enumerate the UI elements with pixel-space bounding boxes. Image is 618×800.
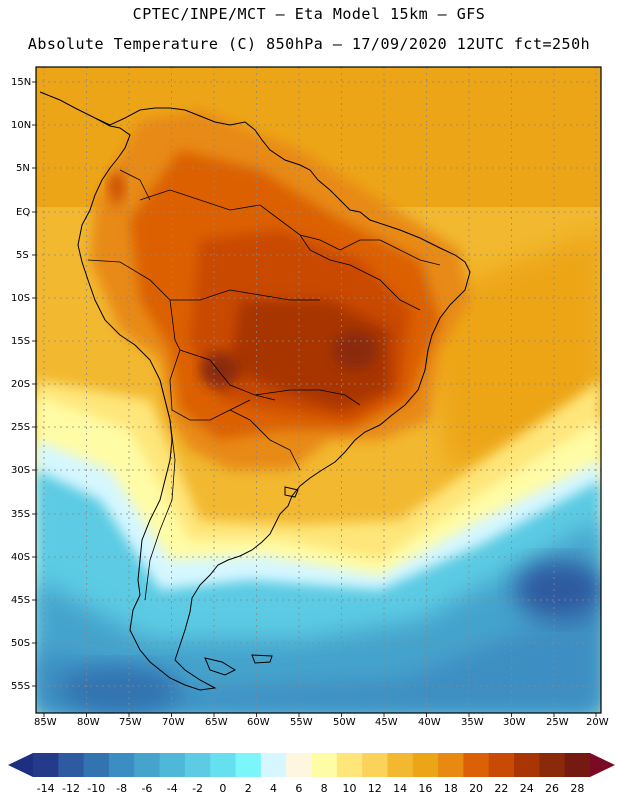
colorbar-tick-label: 12 (367, 782, 382, 795)
lat-label: EQ (16, 207, 31, 218)
colorbar-tick-label: -14 (36, 782, 55, 795)
colorbar-cell (83, 753, 110, 777)
lat-label: 50S (11, 638, 31, 649)
lon-label: 40W (418, 717, 441, 728)
map-grid (32, 67, 601, 717)
lon-label: 25W (546, 717, 569, 728)
colorbar-tick-label: -6 (141, 782, 153, 795)
lon-label: 65W (205, 717, 228, 728)
lat-label: 30S (11, 465, 31, 476)
colorbar-tick-label: -4 (166, 782, 178, 795)
colorbar-tick-label: -12 (61, 782, 80, 795)
colorbar-cell (286, 753, 312, 777)
lon-label: 45W (375, 717, 398, 728)
colorbar-cell (387, 753, 414, 777)
map-frame (35, 66, 602, 714)
colorbar-cell (412, 753, 439, 777)
lon-label: 30W (503, 717, 526, 728)
colorbar-cell (184, 753, 211, 777)
colorbar-tick-label: 20 (469, 782, 484, 795)
colorbar-tick-label: 18 (443, 782, 458, 795)
colorbar-tick-label: -10 (87, 782, 106, 795)
lon-label: 60W (247, 717, 270, 728)
colorbar-cell (362, 753, 388, 777)
lat-label: 15S (11, 336, 31, 347)
colorbar-tick-label: 8 (320, 782, 328, 795)
colorbar-cell (564, 753, 591, 777)
temperature-field (36, 67, 601, 713)
colorbar-cell (159, 753, 186, 777)
colorbar-cell (260, 753, 287, 777)
lon-label: 75W (119, 717, 142, 728)
lat-label: 15N (11, 77, 32, 88)
colorbar-cell (235, 753, 262, 777)
lat-label: 5N (16, 163, 30, 174)
colorbar-cell (539, 753, 566, 777)
colorbar-tick-label: 22 (494, 782, 509, 795)
colorbar-cell (33, 753, 59, 777)
lat-label: 20S (11, 379, 31, 390)
colorbar-tick-label: -2 (192, 782, 204, 795)
colorbar-cell (438, 753, 464, 777)
colorbar-cell (488, 753, 515, 777)
colorbar-under-arrow (8, 753, 33, 777)
colorbar-tick-label: 16 (418, 782, 433, 795)
colorbar-tick-label: 6 (295, 782, 303, 795)
colorbar-tick-label: 2 (244, 782, 252, 795)
colorbar-over-arrow (590, 753, 615, 777)
coastlines (39, 91, 471, 691)
colorbar-tick-label: 10 (342, 782, 357, 795)
lat-label: 55S (11, 681, 31, 692)
map-subtitle: Absolute Temperature (C) 850hPa — 17/09/… (27, 35, 591, 53)
colorbar-tick-label: 14 (393, 782, 408, 795)
colorbar-cell (514, 753, 540, 777)
colorbar-tick-label: 4 (270, 782, 278, 795)
lon-label: 80W (77, 717, 100, 728)
lat-label: 45S (11, 595, 31, 606)
colorbar-tick-label: 24 (519, 782, 534, 795)
lon-label: 20W (586, 717, 609, 728)
lat-label: 5S (16, 250, 29, 261)
colorbar-cells (33, 753, 591, 777)
colorbar-cell (58, 753, 85, 777)
lat-label: 35S (11, 509, 31, 520)
lon-label: 70W (162, 717, 185, 728)
map-title: CPTEC/INPE/MCT — Eta Model 15km — GFS (132, 5, 486, 23)
colorbar-tick-label: 0 (219, 782, 227, 795)
colorbar-tick-label: 26 (545, 782, 560, 795)
colorbar (8, 753, 615, 777)
colorbar-cell (311, 753, 338, 777)
lat-label: 40S (11, 552, 31, 563)
colorbar-cell (108, 753, 135, 777)
lon-label: 50W (333, 717, 356, 728)
lat-label: 10N (11, 120, 32, 131)
colorbar-cell (210, 753, 237, 777)
lon-label: 55W (290, 717, 313, 728)
colorbar-tick-label: 28 (570, 782, 585, 795)
colorbar-cell (134, 753, 161, 777)
colorbar-cell (463, 753, 490, 777)
colorbar-cell (336, 753, 363, 777)
country-borders (87, 169, 441, 601)
temperature-map (32, 66, 602, 717)
colorbar-tick-label: -8 (116, 782, 128, 795)
lat-label: 10S (11, 293, 31, 304)
lat-label: 25S (11, 422, 31, 433)
lon-label: 85W (34, 717, 57, 728)
lon-label: 35W (461, 717, 484, 728)
